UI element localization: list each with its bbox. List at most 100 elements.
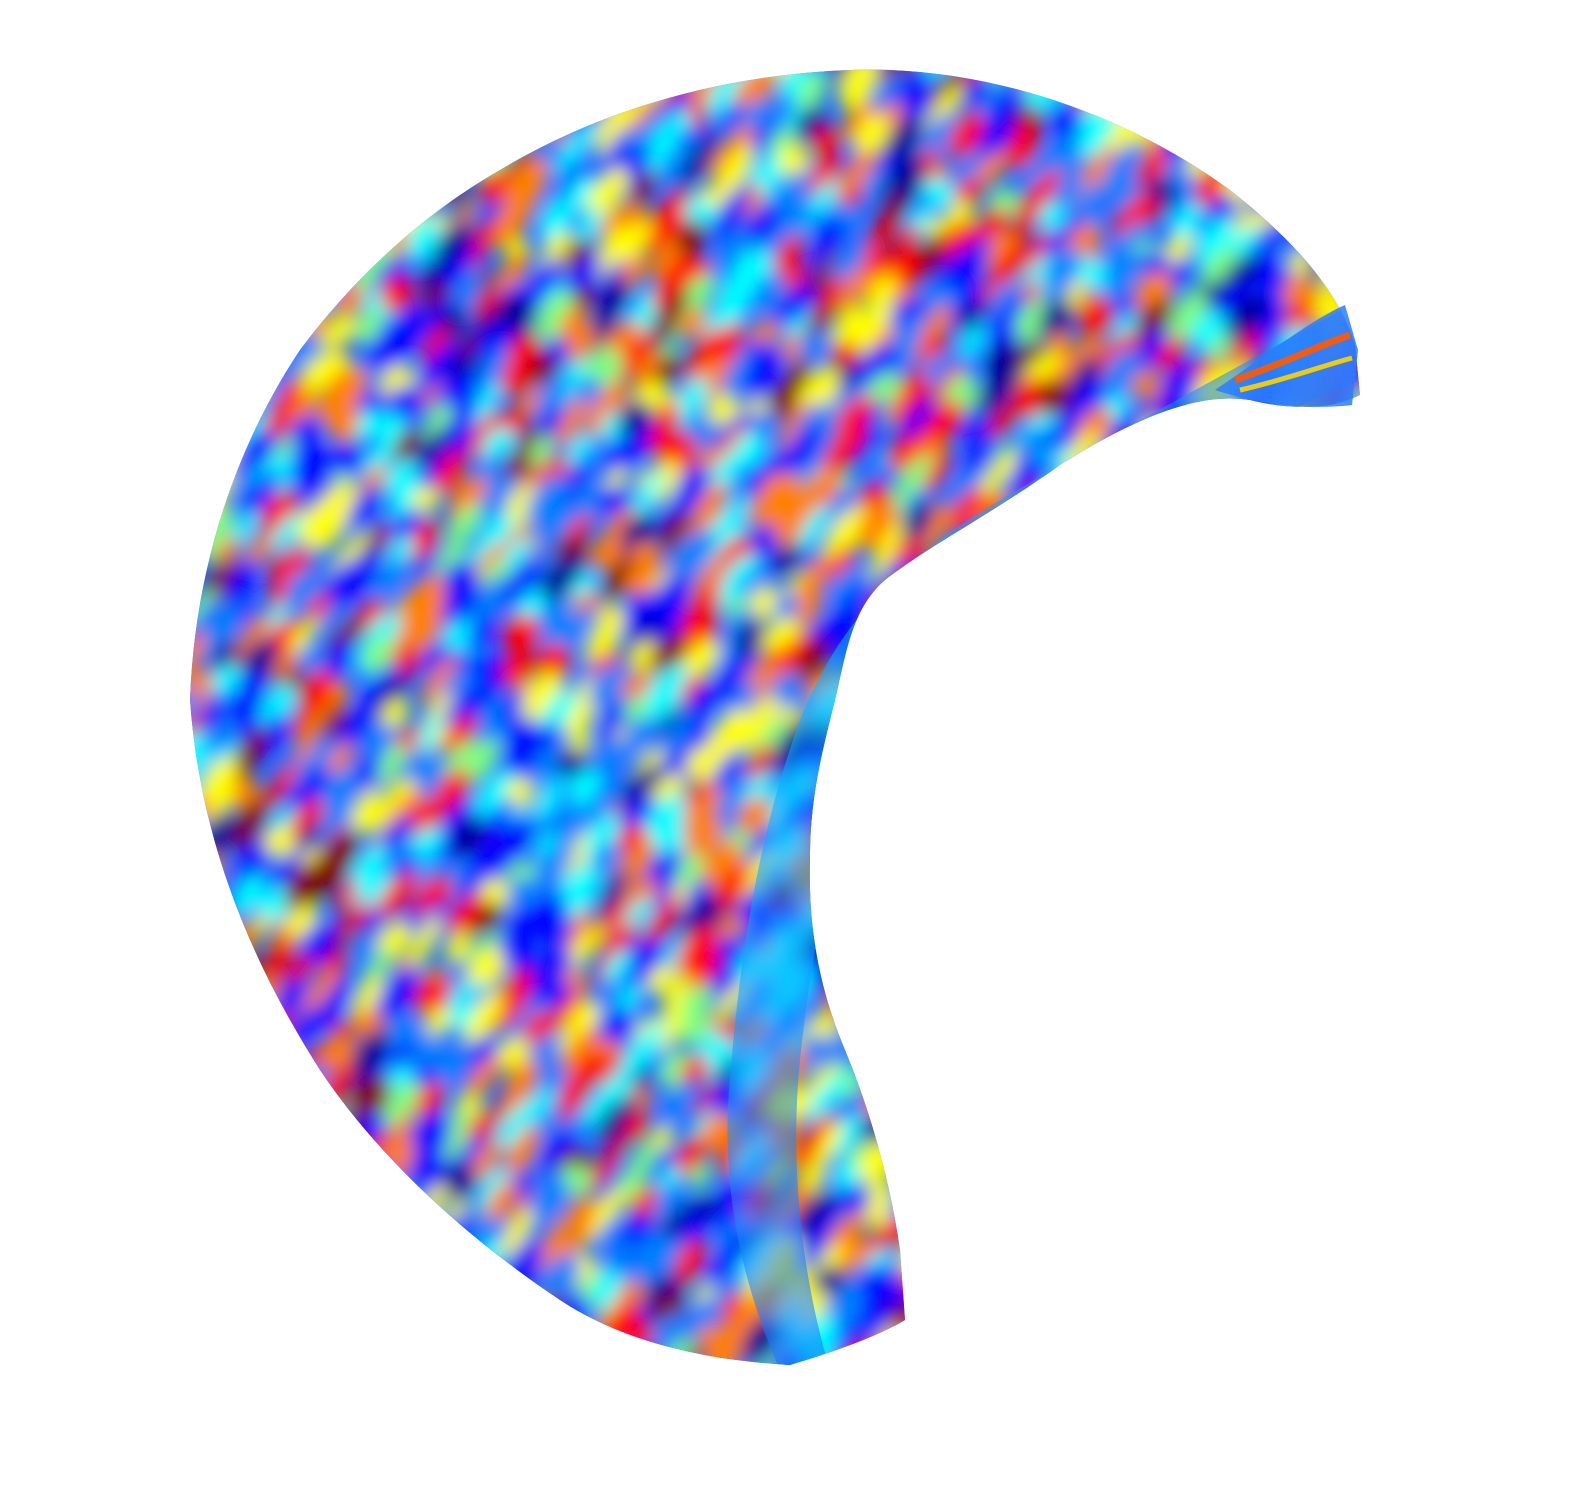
texture-blob: [1250, 878, 1286, 924]
texture-blob: [190, 1097, 198, 1124]
texture-blob: [1310, 413, 1340, 442]
texture-blob: [1087, 1369, 1134, 1417]
texture-blob: [1257, 703, 1294, 745]
texture-blob: [328, 742, 355, 775]
texture-blob: [202, 897, 231, 941]
texture-blob: [1188, 462, 1230, 515]
texture-blob: [190, 1301, 212, 1340]
texture-blob: [1353, 543, 1360, 581]
texture-blob: [1358, 313, 1410, 380]
texture-blob: [957, 1215, 999, 1270]
texture-blob: [923, 1039, 958, 1085]
texture-blob: [930, 802, 965, 852]
texture-blob: [1285, 600, 1332, 657]
texture-blob: [1342, 176, 1360, 225]
texture-blob: [983, 792, 1013, 830]
texture-blob: [199, 69, 231, 86]
texture-blob: [702, 1232, 749, 1288]
texture-blob: [645, 30, 679, 68]
texture-blob: [1172, 881, 1208, 924]
texture-blob: [1024, 649, 1052, 679]
texture-blob: [1245, 759, 1284, 813]
texture-blob: [1332, 474, 1360, 534]
texture-blob: [1332, 947, 1360, 1005]
texture-blob: [198, 1158, 241, 1217]
texture-blob: [319, 1156, 352, 1204]
texture-blob: [1160, 1186, 1202, 1248]
texture-blob: [190, 687, 199, 740]
texture-blob: [1186, 1160, 1232, 1221]
texture-blob: [1200, 591, 1223, 622]
texture-blob: [532, 1348, 564, 1366]
texture-blob: [1139, 827, 1175, 867]
texture-blob: [839, 1236, 868, 1275]
texture-blob: [460, 1385, 523, 1457]
texture-blob: [825, 484, 857, 530]
texture-blob: [941, 765, 986, 816]
texture-blob: [1362, 952, 1423, 1019]
texture-blob: [386, 1206, 430, 1269]
texture-blob: [567, 1388, 613, 1441]
texture-blob: [1307, 773, 1342, 825]
texture-blob: [595, 919, 637, 983]
texture-blob: [190, 815, 206, 878]
texture-blob: [940, 902, 981, 948]
texture-blob: [901, 1173, 934, 1210]
texture-blob: [1144, 1013, 1174, 1052]
texture-blob: [1192, 757, 1231, 819]
texture-blob: [607, 1390, 653, 1439]
texture-blob: [1230, 956, 1267, 1012]
texture-blob: [856, 1364, 887, 1366]
texture-blob: [196, 345, 228, 377]
texture-blob: [385, 144, 434, 206]
texture-blob: [359, 1374, 400, 1419]
texture-blob: [1336, 881, 1360, 934]
texture-blob: [1192, 662, 1218, 701]
texture-blob: [132, 1039, 182, 1110]
texture-blob: [867, 804, 908, 855]
texture-blob: [812, 1393, 868, 1455]
texture-blob: [398, 1236, 442, 1294]
texture-blob: [1199, 245, 1237, 290]
texture-blob: [469, 382, 501, 427]
texture-blob: [1047, 1362, 1085, 1366]
texture-blob: [1163, 439, 1203, 482]
texture-blob: [471, 69, 521, 99]
texture-blob: [859, 988, 898, 1053]
texture-blob: [262, 1243, 297, 1278]
texture-blob: [468, 1339, 507, 1366]
texture-blob: [353, 205, 389, 253]
texture-blob: [897, 1120, 928, 1158]
texture-blob: [1257, 538, 1289, 572]
texture-blob: [872, 1372, 932, 1446]
texture-blob: [437, 1378, 491, 1442]
texture-blob: [208, 1251, 239, 1288]
texture-blob: [916, 1128, 953, 1171]
texture-blob: [1133, 1103, 1169, 1143]
texture-blob: [1343, 1090, 1360, 1121]
texture-blob: [233, 1356, 265, 1366]
texture-blob: [1069, 1265, 1109, 1315]
texture-blob: [674, 1238, 707, 1286]
texture-blob: [347, 129, 373, 160]
texture-blob: [1196, 82, 1220, 110]
texture-blob: [1196, 1025, 1237, 1086]
texture-blob: [633, 349, 663, 392]
texture-blob: [1070, 652, 1099, 684]
texture-blob: [151, 897, 187, 944]
texture-blob: [421, 69, 447, 90]
texture-blob: [1309, 926, 1349, 979]
texture-blob: [642, 191, 691, 253]
texture-blob: [1042, 1064, 1067, 1092]
texture-blob: [1315, 99, 1349, 139]
texture-blob: [1167, 798, 1192, 829]
texture-blob: [1224, 1113, 1255, 1163]
texture-blob: [264, 1330, 309, 1366]
texture-blob: [342, 1159, 391, 1220]
texture-blob: [412, 163, 441, 195]
texture-blob: [265, 1297, 295, 1339]
texture-blob: [473, 73, 504, 108]
texture-blob: [1356, 517, 1360, 551]
texture-blob: [836, 913, 877, 968]
texture-blob: [1284, 584, 1318, 622]
